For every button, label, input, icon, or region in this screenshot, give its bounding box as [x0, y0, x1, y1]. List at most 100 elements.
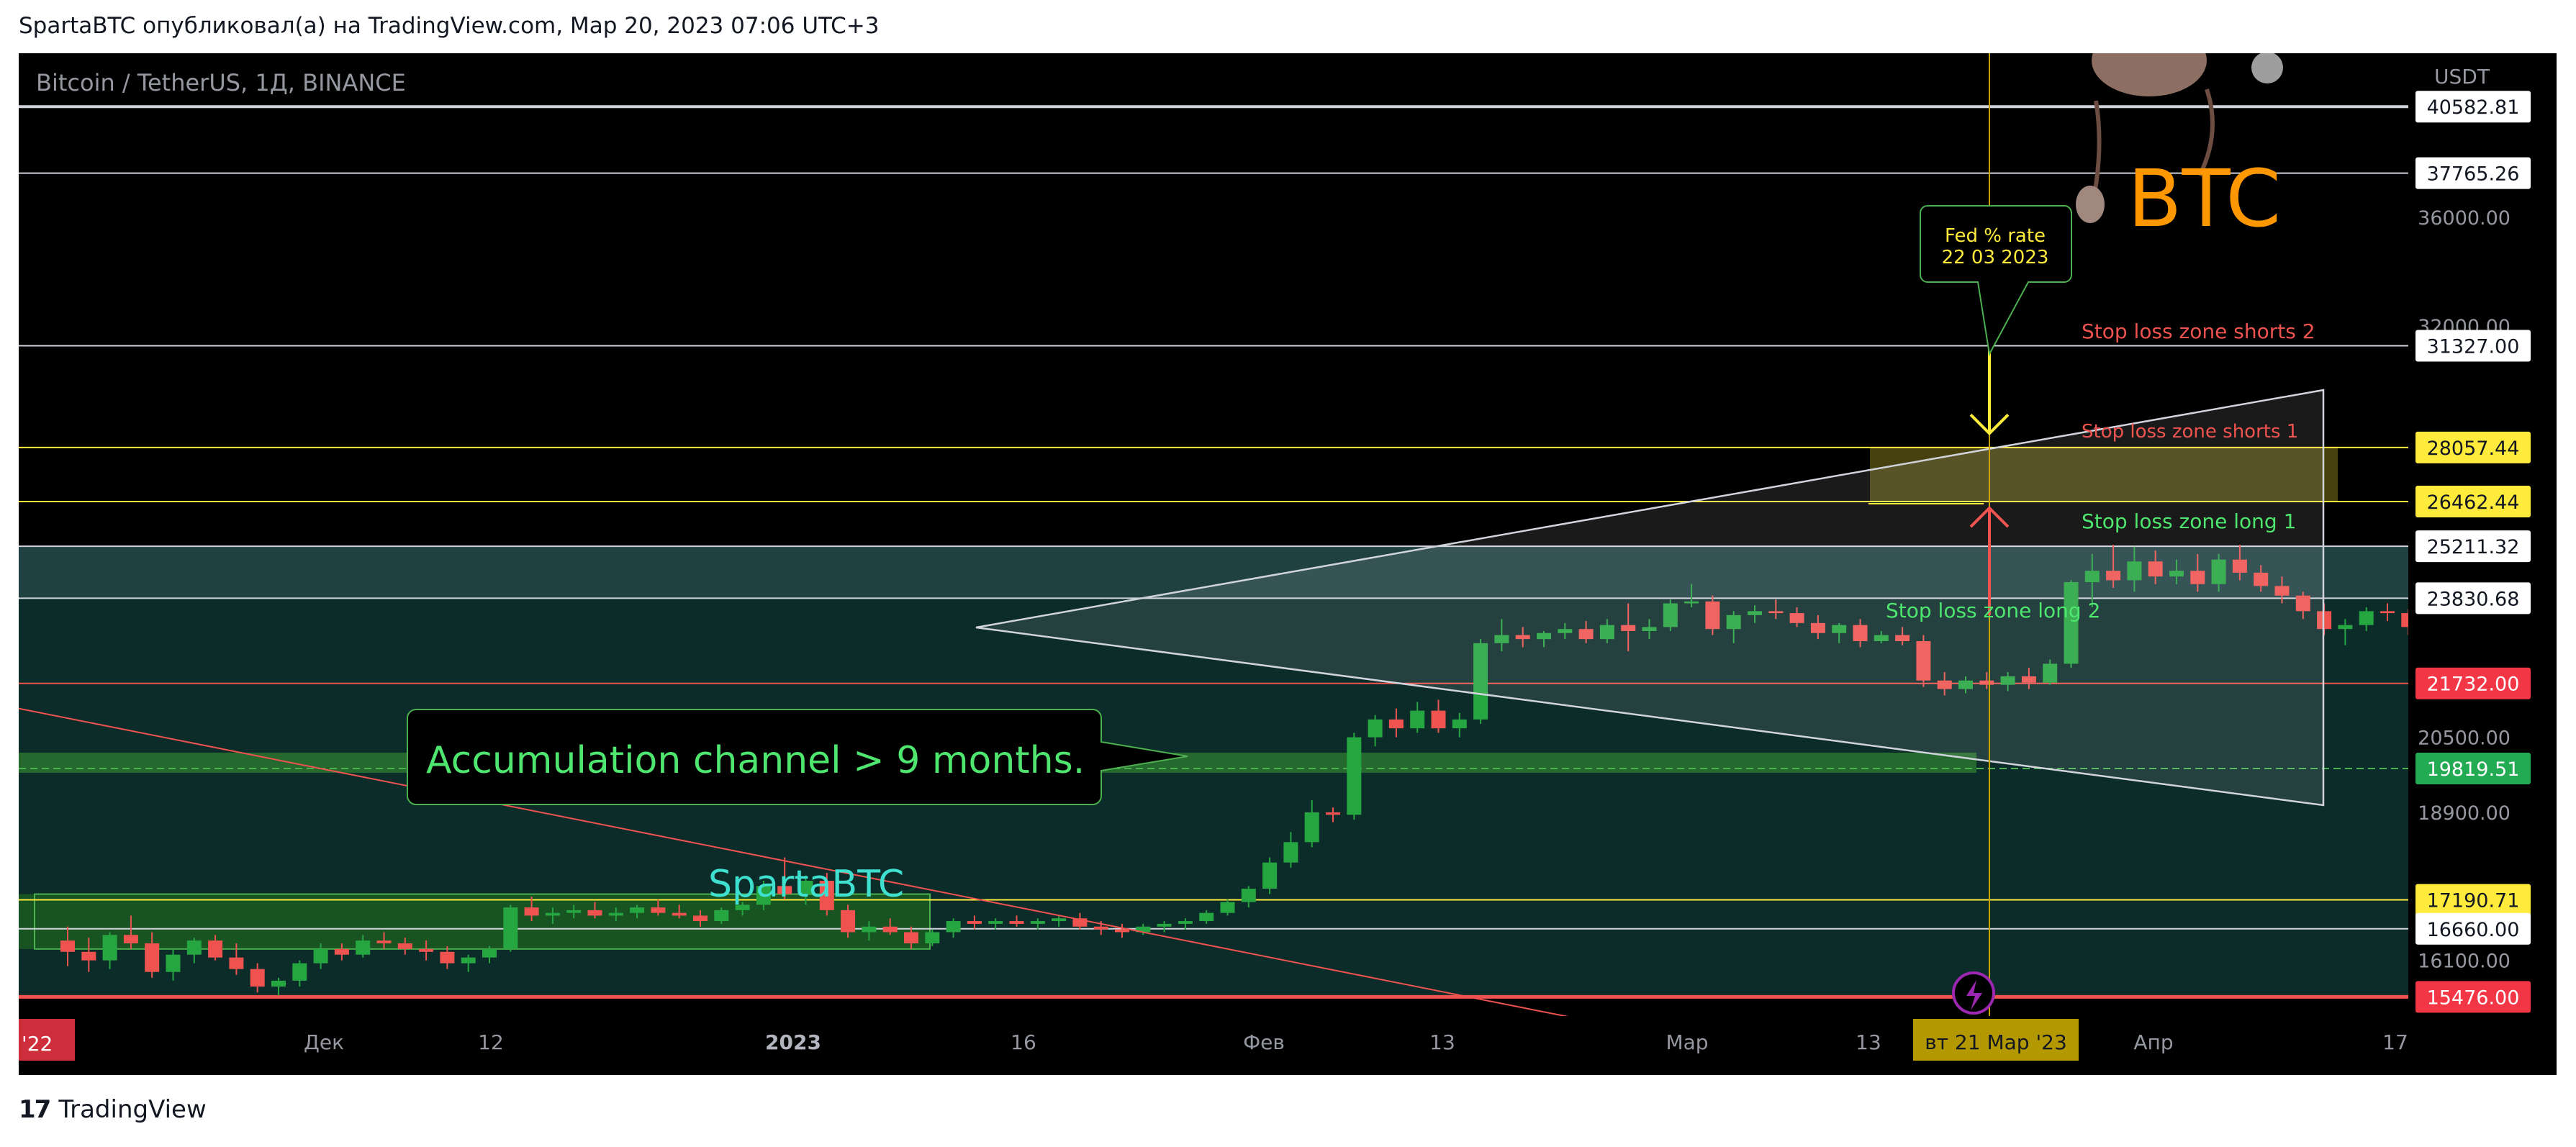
candle-body: [1599, 625, 1614, 640]
mascot-foot-icon: [2076, 186, 2105, 223]
candle-body: [1262, 862, 1278, 889]
candle-body: [1515, 635, 1530, 640]
candle-body: [1052, 918, 1067, 922]
candle-body: [1979, 680, 1994, 685]
candle-body: [1642, 627, 1657, 631]
tradingview-brand[interactable]: TradingView: [58, 1095, 207, 1124]
candle-body: [1283, 842, 1298, 863]
candle-body: [1072, 918, 1088, 927]
candle-body: [545, 912, 560, 916]
candle-body: [461, 957, 476, 964]
candle-body: [102, 935, 117, 961]
stop-loss-short-1-label: Stop loss zone shorts 1: [2082, 421, 2298, 443]
time-tick: Дек: [304, 1030, 344, 1054]
footer: 17 TradingView: [19, 1095, 207, 1124]
price-level-tag: [2415, 752, 2531, 784]
triangle-pattern: [975, 389, 2325, 807]
candle-body: [1241, 889, 1256, 902]
price-level-value: 17190.71: [2427, 890, 2520, 912]
candle-body: [1494, 635, 1509, 643]
candle-body: [1473, 643, 1488, 720]
candle-body: [1388, 719, 1404, 729]
trend-line-descending: [19, 707, 1740, 1052]
candle-body: [651, 907, 666, 913]
price-level-tag: [2415, 582, 2531, 615]
mascot-icon: [2092, 53, 2207, 96]
time-tick: '22: [22, 1032, 53, 1056]
time-axis[interactable]: '22 Дек 12 2023 16 Фев 13 Мар 13 вт 21 Мар '23 Апр…: [19, 1016, 2557, 1075]
candle-body: [503, 907, 518, 949]
candle-body: [1937, 680, 1952, 689]
arrow-down-head: [1969, 413, 2010, 436]
price-level-value: 31327.00: [2427, 335, 2520, 358]
price-level-tag: [2415, 530, 2531, 563]
price-level-value: 26462.44: [2427, 491, 2520, 514]
candle-body: [735, 905, 750, 910]
candle-body: [2254, 572, 2269, 586]
candle-body: [1009, 921, 1024, 924]
candle-body: [1410, 710, 1425, 729]
candle-body: [376, 940, 392, 943]
time-tick: 12: [478, 1030, 504, 1054]
candle-body: [1304, 812, 1319, 843]
date-highlight-tag: [1913, 1019, 2079, 1061]
candle-body: [1810, 622, 1825, 633]
price-level-value: 16660.00: [2427, 919, 2520, 941]
candle-body: [1030, 921, 1045, 924]
candle-body: [2000, 676, 2015, 685]
price-axis[interactable]: USDT36000.0032000.0020500.0018900.001610…: [2408, 53, 2557, 1075]
chart-panel[interactable]: USDT 36000.00 32000.00 20500.00 18900.00 1610…: [19, 53, 2557, 1075]
price-level-value: 25211.32: [2427, 536, 2520, 558]
time-tick: 17: [2382, 1030, 2408, 1054]
price-tick: 18900.00: [2418, 802, 2511, 825]
mascot-leg-icon: [2197, 89, 2215, 177]
fed-callout-line1: Fed % rate: [1945, 225, 2046, 247]
candlestick-chart[interactable]: USDT36000.0032000.0020500.0018900.001610…: [19, 53, 2557, 1075]
candle-body: [2148, 561, 2163, 577]
candle-body: [1789, 613, 1804, 623]
price-level-tag: [2415, 91, 2531, 123]
candle-body: [2359, 611, 2374, 625]
candle-body: [1578, 629, 1594, 640]
drawings-layer: [19, 53, 2325, 1075]
price-level-value: 28057.44: [2427, 438, 2520, 460]
price-level-value: 19819.51: [2427, 758, 2520, 781]
candle-body: [186, 940, 202, 955]
candle-body: [271, 980, 286, 987]
tradingview-logo-icon[interactable]: 17: [19, 1095, 51, 1124]
candle-body: [862, 926, 877, 933]
accumulation-box-border: [34, 893, 931, 950]
price-level-value: 15476.00: [2427, 987, 2520, 1009]
candle-body: [946, 921, 961, 933]
candle-body: [1431, 710, 1446, 729]
currency-label: USDT: [2434, 65, 2490, 89]
candle-body: [397, 943, 412, 949]
lightning-bolt-icon: [1966, 980, 1982, 1010]
candle-body: [672, 912, 687, 916]
candle-body: [2380, 611, 2395, 614]
price-tick: 36000.00: [2418, 207, 2511, 230]
candle-body: [841, 910, 856, 933]
range-start-tag: [19, 1019, 75, 1061]
candle-body: [904, 932, 918, 943]
candle-body: [1136, 926, 1151, 933]
time-tick: Апр: [2133, 1030, 2173, 1054]
candle-body: [356, 940, 371, 955]
candle-body: [1199, 912, 1214, 922]
candle-body: [566, 910, 582, 913]
candle-body: [292, 963, 307, 981]
candle-body: [1874, 635, 1889, 641]
price-level-tag: [2415, 981, 2531, 1013]
price-level-value: 23830.68: [2427, 588, 2520, 610]
candle-body: [882, 926, 898, 933]
candle-body: [1558, 629, 1573, 633]
candle-body: [524, 907, 539, 916]
candle-body: [81, 951, 96, 961]
candle-body: [145, 943, 160, 972]
candle-body: [1853, 625, 1868, 641]
candle-body: [714, 910, 729, 922]
price-level-value: 21732.00: [2427, 674, 2520, 696]
candle-body: [1958, 680, 1973, 689]
candle-body: [2232, 559, 2247, 573]
candle-body: [1452, 719, 1467, 729]
